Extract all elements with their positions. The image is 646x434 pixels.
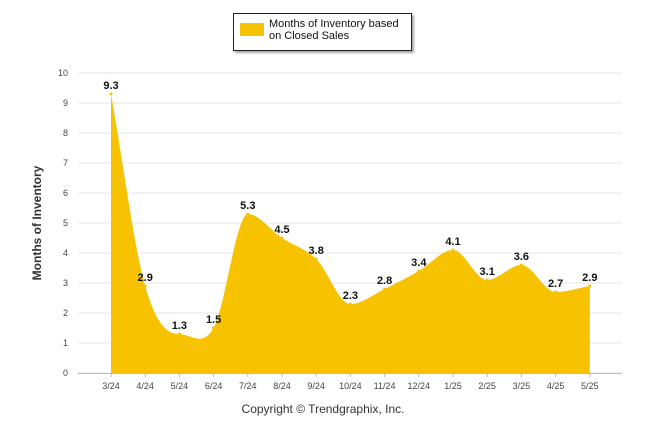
data-point — [554, 290, 558, 294]
x-tick-label: 10/24 — [339, 381, 362, 391]
copyright-text: Copyright © Trendgraphix, Inc. — [241, 402, 405, 416]
data-label: 2.3 — [343, 290, 358, 302]
x-tick-label: 3/24 — [102, 381, 120, 391]
data-label: 4.1 — [445, 236, 460, 248]
chart-legend: Months of Inventory based on Closed Sale… — [233, 13, 412, 51]
data-label: 3.6 — [514, 251, 529, 263]
data-point — [451, 248, 455, 252]
y-tick-label: 1 — [63, 338, 68, 348]
x-tick-label: 5/25 — [581, 381, 599, 391]
data-point — [519, 263, 523, 267]
x-tick-label: 7/24 — [239, 381, 257, 391]
y-tick-label: 2 — [63, 308, 68, 318]
data-point — [177, 332, 181, 336]
x-tick-label: 6/24 — [205, 381, 223, 391]
data-label: 3.8 — [309, 245, 324, 257]
data-label: 3.1 — [480, 266, 495, 278]
data-point — [588, 284, 592, 288]
x-tick-label: 12/24 — [408, 381, 431, 391]
x-tick-label: 8/24 — [273, 381, 291, 391]
data-point — [212, 326, 216, 330]
data-label: 1.3 — [172, 320, 187, 332]
y-tick-label: 6 — [63, 188, 68, 198]
y-tick-label: 8 — [63, 128, 68, 138]
y-tick-label: 7 — [63, 158, 68, 168]
y-tick-label: 9 — [63, 98, 68, 108]
data-label: 9.3 — [103, 80, 118, 92]
y-tick-label: 5 — [63, 218, 68, 228]
legend-swatch — [240, 23, 264, 36]
x-tick-label: 2/25 — [478, 381, 496, 391]
data-label: 2.8 — [377, 275, 392, 287]
y-axis-title: Months of Inventory — [30, 165, 44, 280]
y-tick-label: 10 — [58, 68, 68, 78]
y-tick-label: 4 — [63, 248, 68, 258]
y-tick-label: 0 — [63, 368, 68, 378]
x-tick-label: 4/24 — [136, 381, 154, 391]
y-tick-label: 3 — [63, 278, 68, 288]
data-point — [109, 92, 113, 96]
data-point — [485, 278, 489, 282]
data-label: 2.9 — [138, 272, 153, 284]
x-tick-label: 11/24 — [374, 381, 396, 391]
x-tick-label: 5/24 — [171, 381, 189, 391]
data-label: 2.7 — [548, 278, 563, 290]
data-label: 4.5 — [274, 224, 289, 236]
data-point — [280, 236, 284, 240]
data-point — [383, 287, 387, 291]
data-label: 2.9 — [582, 272, 597, 284]
data-point — [417, 269, 421, 273]
x-tick-label: 3/25 — [513, 381, 531, 391]
data-label: 3.4 — [411, 257, 427, 269]
x-tick-label: 1/25 — [444, 381, 462, 391]
series-area — [111, 94, 590, 373]
data-point — [246, 212, 250, 216]
data-point — [143, 284, 147, 288]
data-point — [348, 302, 352, 306]
data-label: 5.3 — [240, 200, 255, 212]
data-point — [314, 257, 318, 261]
data-label: 1.5 — [206, 314, 221, 326]
x-tick-label: 9/24 — [307, 381, 325, 391]
legend-label: Months of Inventory based on Closed Sale… — [269, 18, 399, 42]
x-tick-label: 4/25 — [547, 381, 565, 391]
